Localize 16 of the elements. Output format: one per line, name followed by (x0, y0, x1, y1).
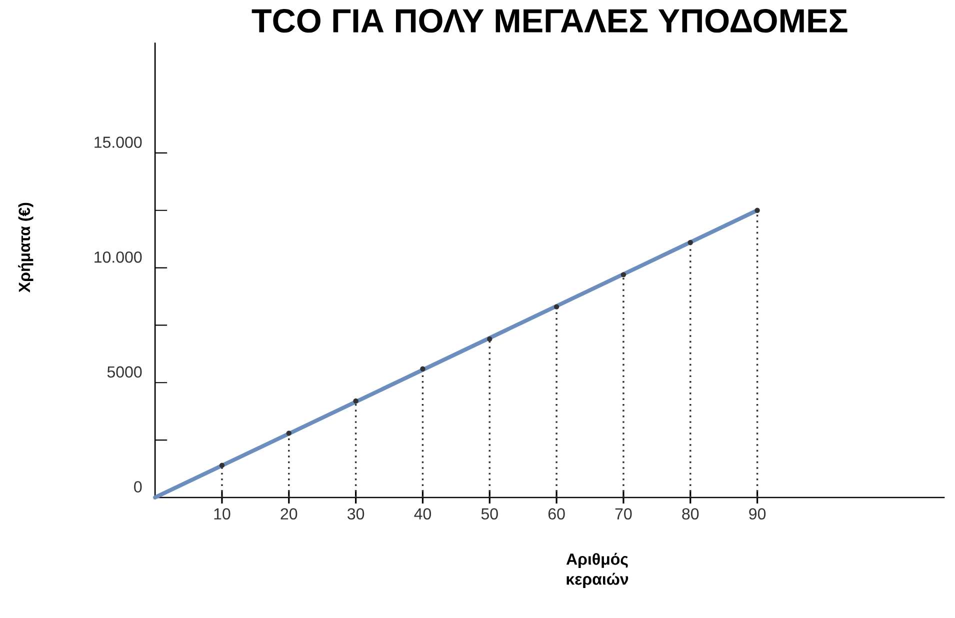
y-axis-title: Χρήματα (€) (18, 203, 34, 293)
x-tick-label: 10 (214, 508, 230, 520)
x-tick-label: 50 (481, 508, 498, 520)
x-tick-label: 40 (414, 508, 431, 520)
x-tick-label: 80 (682, 508, 699, 520)
x-tick-label: 70 (615, 508, 632, 520)
x-tick-label: 30 (348, 508, 364, 520)
x-tick-label: 60 (548, 508, 565, 520)
x-axis-title: Αριθμός κεραιών (566, 553, 628, 588)
x-tick-label: 90 (749, 508, 766, 520)
y-tick-label: 15.000 (94, 136, 142, 148)
y-tick-label: 10.000 (94, 252, 142, 264)
y-tick-label: 5000 (107, 366, 142, 378)
x-tick-label: 20 (280, 508, 298, 520)
y-tick-label: 0 (134, 481, 142, 493)
chart-title: TCO ΓΙΑ ΠΟΛΥ ΜΕΓΑΛΕΣ ΥΠΟΔΟΜΕΣ (252, 9, 848, 33)
